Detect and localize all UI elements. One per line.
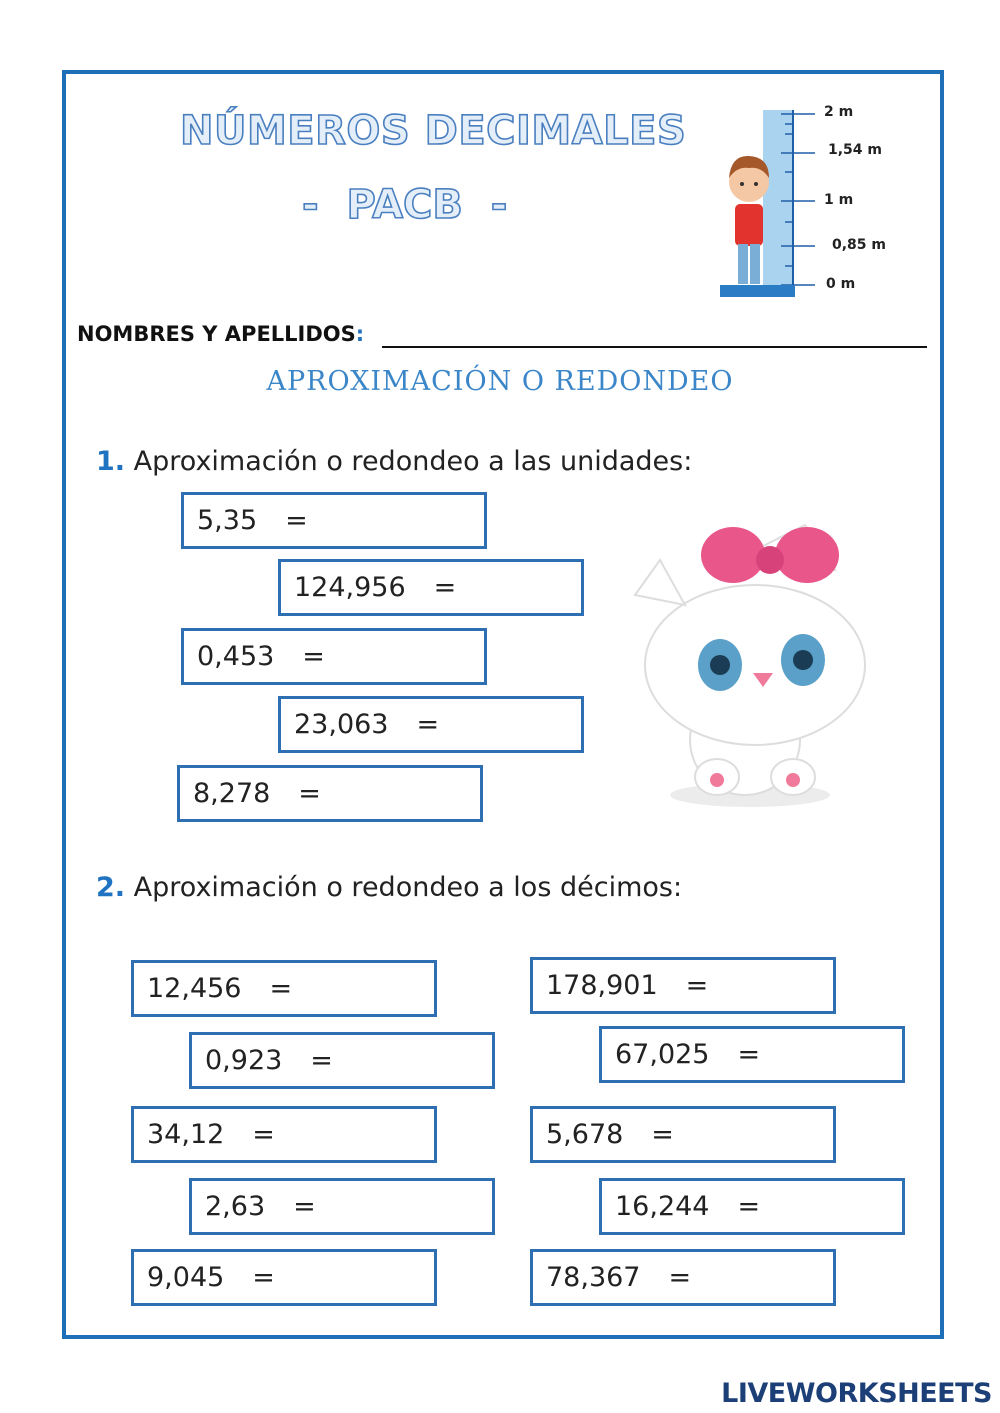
number: 124,956 [294,572,406,603]
ruler-label: 0,85 m [832,237,887,253]
answer-box: 5,678 = [530,1106,836,1163]
answer-box: 9,045 = [131,1249,437,1306]
equals: = [302,641,325,672]
answer-box: 178,901 = [530,957,836,1014]
answer-box: 34,12 = [131,1106,437,1163]
number: 8,278 [193,778,271,809]
number: 16,244 [615,1191,710,1222]
number: 2,63 [205,1191,266,1222]
answer-box: 8,278 = [177,765,483,822]
name-label: NOMBRES Y APELLIDOS: [77,322,365,346]
number: 78,367 [546,1262,641,1293]
name-line [382,346,927,348]
number: 0,453 [197,641,275,672]
equals: = [668,1262,692,1293]
ruler-illustration [720,110,815,297]
answer-box: 78,367 = [530,1249,836,1306]
number: 12,456 [147,973,242,1004]
ruler-label: 2 m [824,104,854,120]
equals: = [310,1045,333,1076]
equals: = [685,970,709,1001]
number: 67,025 [615,1039,710,1070]
subtitle: - PACB - [301,181,508,229]
answer-box: 16,244 = [599,1178,905,1235]
number: 178,901 [546,970,658,1001]
number: 0,923 [205,1045,283,1076]
number: 5,35 [197,505,258,536]
equals: = [433,572,457,603]
answer-box: 5,35 = [181,492,487,549]
ruler-label: 1 m [824,192,854,208]
frame [62,70,944,1339]
title: NÚMEROS DECIMALES [179,107,687,155]
equals: = [737,1191,761,1222]
equals: = [293,1191,316,1222]
equals: = [269,973,293,1004]
exercise-heading: 2. Aproximación o redondeo a los décimos… [96,872,683,903]
exercise-heading: 1. Aproximación o redondeo a las unidade… [96,446,693,477]
footer-brand: LIVEWORKSHEETS [721,1378,992,1409]
equals: = [298,778,321,809]
equals: = [252,1119,275,1150]
number: 23,063 [294,709,389,740]
answer-box: 0,453 = [181,628,487,685]
answer-box: 23,063 = [278,696,584,753]
section-title: APROXIMACIÓN O REDONDEO [266,366,734,397]
equals: = [285,505,308,536]
answer-box: 67,025 = [599,1026,905,1083]
answer-box: 2,63 = [189,1178,495,1235]
equals: = [651,1119,674,1150]
number: 5,678 [546,1119,624,1150]
equals: = [416,709,440,740]
answer-box: 12,456 = [131,960,437,1017]
number: 9,045 [147,1262,225,1293]
cat-illustration [633,523,866,807]
ruler-label: 0 m [826,276,856,292]
number: 34,12 [147,1119,225,1150]
ruler-label: 1,54 m [828,142,883,158]
equals: = [252,1262,275,1293]
equals: = [737,1039,761,1070]
answer-box: 0,923 = [189,1032,495,1089]
answer-box: 124,956 = [278,559,584,616]
